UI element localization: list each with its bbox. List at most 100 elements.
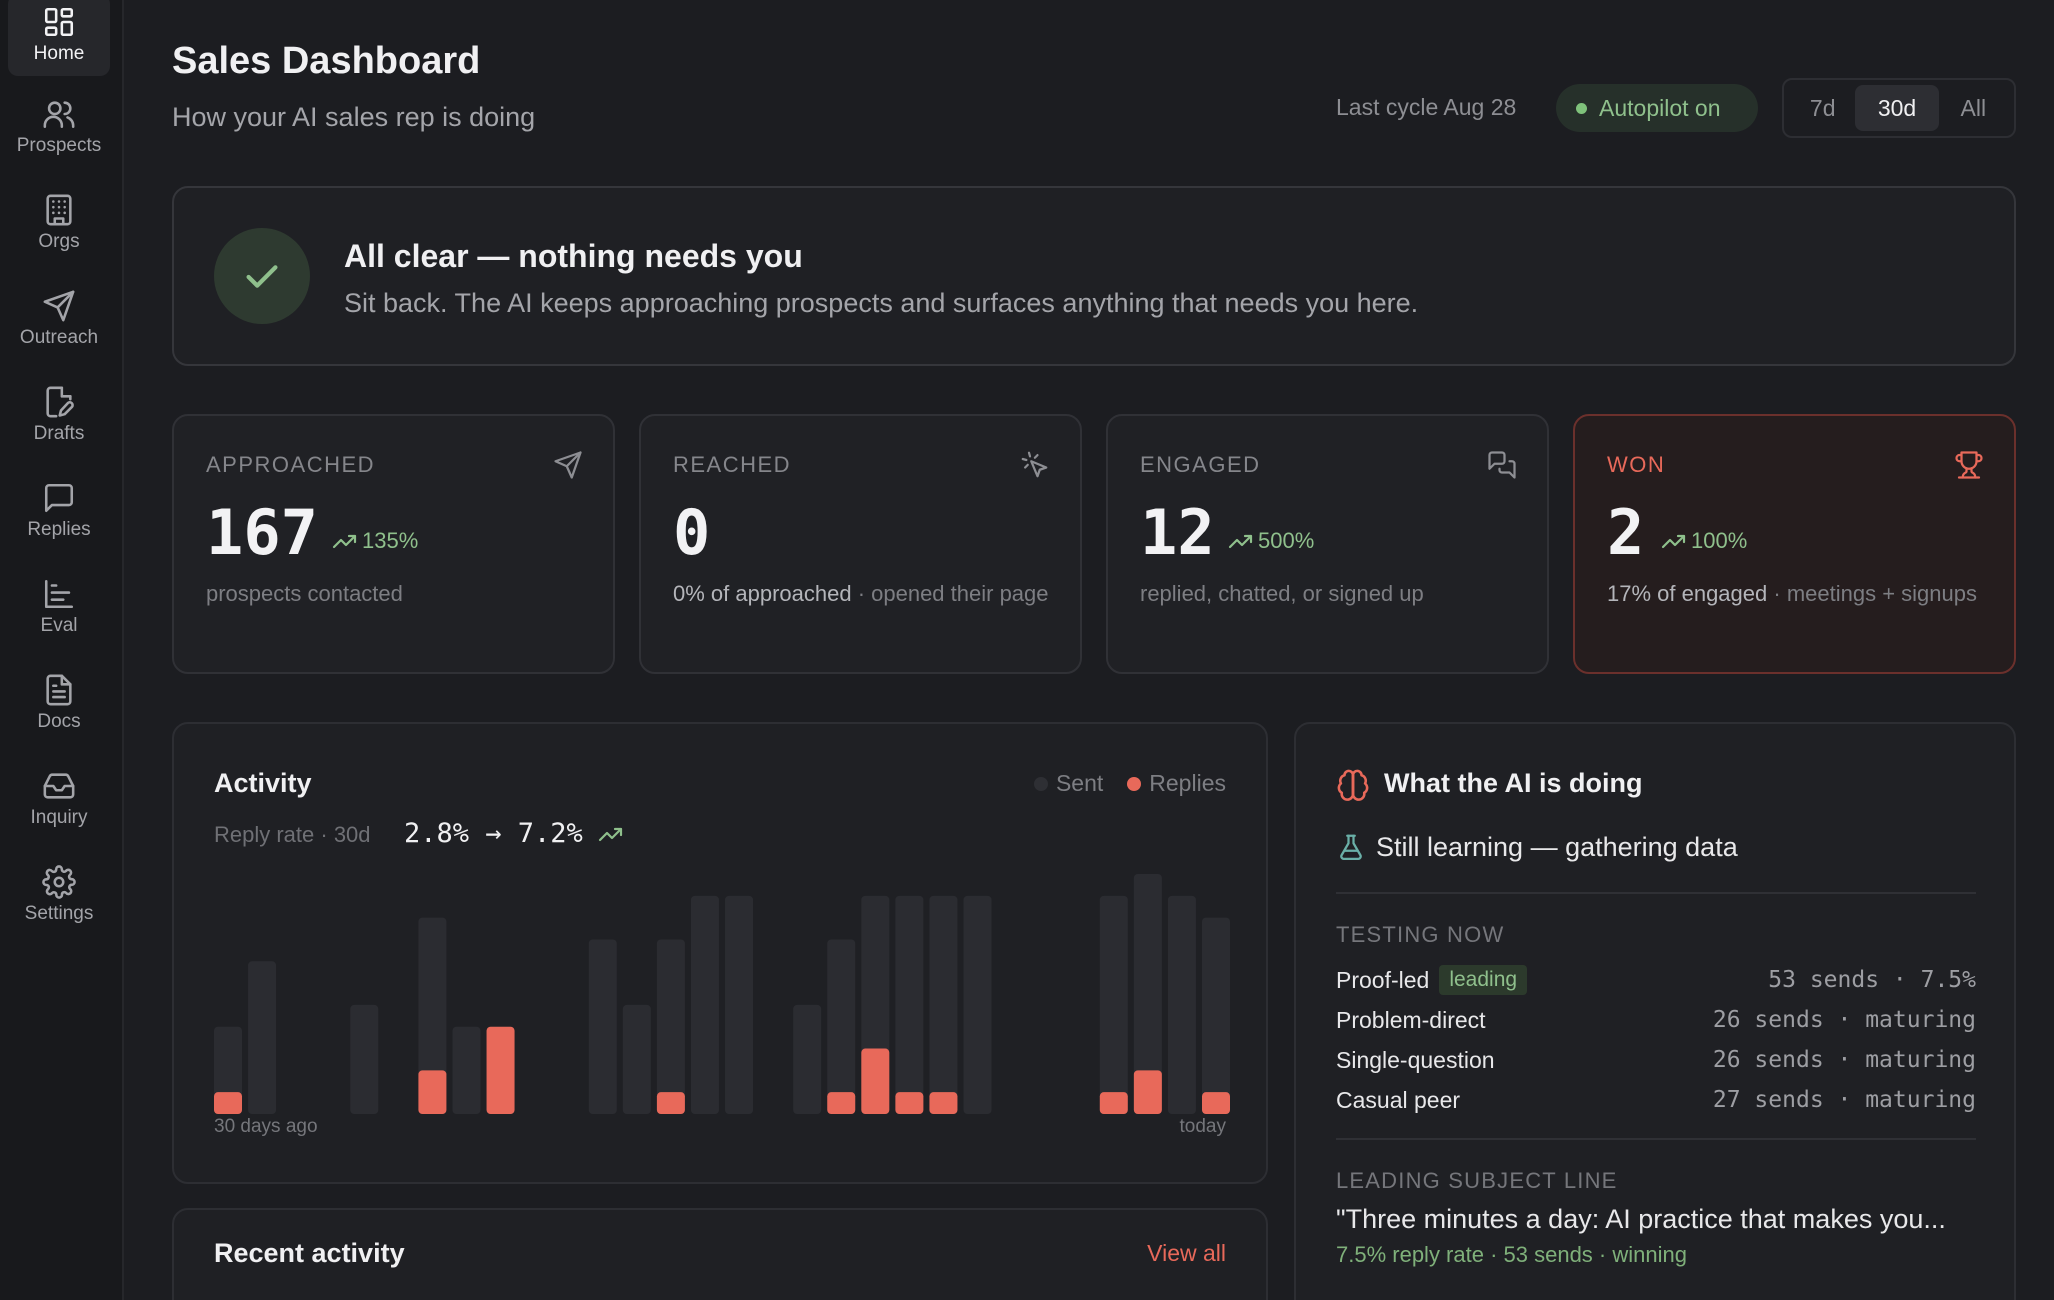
stat-card-approached[interactable]: APPROACHED 167 135% prospects contacted: [172, 414, 615, 674]
range-all-button[interactable]: All: [1960, 94, 1987, 121]
sidebar-item-inquiry[interactable]: Inquiry: [8, 758, 110, 840]
autopilot-label: Autopilot on: [1599, 94, 1721, 121]
stat-trend-value: 500%: [1258, 528, 1315, 553]
reply-rate-label: Reply rate · 30d: [214, 822, 371, 847]
sidebar-item-settings[interactable]: Settings: [8, 854, 110, 936]
sent-bar: [1133, 874, 1162, 1114]
test-row[interactable]: Single-question 26 sends · maturing: [1336, 1042, 1976, 1078]
sidebar-item-label: Orgs: [38, 231, 80, 252]
file-edit-icon: [46, 386, 74, 418]
autopilot-status-badge[interactable]: Autopilot on: [1556, 84, 1758, 132]
stat-card-reached[interactable]: REACHED 0 0% of approached · opened thei…: [639, 414, 1082, 674]
stat-label: WON: [1607, 452, 1666, 477]
activity-chart: [214, 874, 1230, 1114]
sidebar-item-label: Drafts: [33, 423, 85, 444]
test-row[interactable]: Problem-direct 26 sends · maturing: [1336, 1002, 1976, 1038]
stat-desc-text: · meetings + signups: [1767, 581, 1977, 606]
stat-desc-text: prospects contacted: [206, 581, 403, 606]
test-name: Proof-led leading: [1336, 965, 1528, 995]
leading-badge: leading: [1439, 965, 1528, 995]
test-name-label: Casual peer: [1336, 1086, 1461, 1113]
sidebar-item-label: Replies: [27, 519, 91, 540]
sidebar-item-drafts[interactable]: Drafts: [8, 374, 110, 456]
message-icon: [44, 483, 74, 513]
stat-trend: 100%: [1661, 528, 1747, 554]
sent-bar: [1167, 895, 1196, 1114]
test-name-label: Problem-direct: [1336, 1006, 1486, 1033]
legend-replies-swatch: [1127, 776, 1142, 791]
sidebar-item-replies[interactable]: Replies: [8, 470, 110, 552]
divider: [1336, 892, 1976, 894]
replies-bar: [418, 1070, 447, 1114]
test-stat: 53 sends · 7.5%: [1768, 967, 1976, 993]
sent-bar: [1202, 917, 1230, 1114]
legend-replies-label: Replies: [1149, 770, 1226, 796]
stat-card-won[interactable]: WON 2 100% 17% of engaged · meetings + s…: [1573, 414, 2016, 674]
replies-bar: [656, 1092, 685, 1114]
stat-label: ENGAGED: [1140, 452, 1261, 477]
replies-bar: [861, 1048, 890, 1114]
chart-legend: Sent Replies: [1033, 770, 1226, 797]
activity-panel: Activity Sent Replies Reply rate · 30d 2…: [172, 722, 1268, 1184]
sidebar-item-docs[interactable]: Docs: [8, 662, 110, 744]
stat-label: APPROACHED: [206, 452, 376, 477]
test-stat: 26 sends · maturing: [1712, 1047, 1976, 1073]
sidebar: Home Prospects Orgs Outreach Drafts Repl…: [0, 0, 124, 1300]
replies-bar: [929, 1092, 958, 1114]
stat-description: 17% of engaged · meetings + signups: [1607, 578, 1987, 610]
sent-bar: [725, 895, 754, 1114]
view-all-link[interactable]: View all: [1147, 1240, 1226, 1266]
send-icon: [43, 290, 75, 322]
trophy-icon: [1955, 451, 1983, 479]
sent-bar: [895, 895, 924, 1114]
activity-title: Activity: [214, 768, 312, 798]
sidebar-item-outreach[interactable]: Outreach: [8, 278, 110, 360]
sent-bar: [929, 895, 958, 1114]
sidebar-item-home[interactable]: Home: [8, 0, 110, 76]
sent-bar: [1099, 895, 1128, 1114]
bar-chart-icon: [44, 579, 74, 609]
test-stat: 27 sends · maturing: [1712, 1087, 1976, 1113]
stat-desc-text: · opened their page: [851, 581, 1049, 606]
sent-bar: [452, 1026, 481, 1114]
leading-subject-line: "Three minutes a day: AI practice that m…: [1336, 1204, 1946, 1234]
sidebar-item-prospects[interactable]: Prospects: [8, 86, 110, 168]
trend-up-icon: [332, 534, 357, 549]
trend-up-icon: [1661, 534, 1686, 549]
banner-title: All clear — nothing needs you: [344, 238, 803, 274]
building-icon: [46, 194, 72, 226]
users-icon: [43, 101, 75, 129]
last-cycle-text: Last cycle Aug 28: [1336, 94, 1517, 120]
test-row[interactable]: Casual peer 27 sends · maturing: [1336, 1082, 1976, 1118]
sidebar-item-label: Outreach: [19, 327, 99, 348]
range-7d-button[interactable]: 7d: [1809, 94, 1836, 121]
range-30d-button[interactable]: 30d: [1855, 85, 1939, 131]
stat-trend-value: 100%: [1691, 528, 1748, 553]
sent-bar: [248, 961, 277, 1114]
replies-bar: [1202, 1092, 1230, 1114]
sidebar-item-orgs[interactable]: Orgs: [8, 182, 110, 264]
inbox-icon: [43, 773, 75, 799]
sidebar-item-eval[interactable]: Eval: [8, 566, 110, 648]
stat-card-engaged[interactable]: ENGAGED 12 500% replied, chatted, or sig…: [1106, 414, 1549, 674]
replies-bar: [214, 1092, 242, 1114]
divider: [1336, 1138, 1976, 1140]
sidebar-item-label: Prospects: [16, 135, 102, 156]
grid-icon: [44, 7, 74, 37]
reply-rate-change: 2.8% → 7.2%: [404, 818, 583, 849]
test-stat: 26 sends · maturing: [1712, 1007, 1976, 1033]
sent-bar: [622, 1004, 651, 1114]
sent-bar: [588, 939, 617, 1114]
stat-value: 167: [206, 496, 318, 569]
test-row[interactable]: Proof-led leading 53 sends · 7.5%: [1336, 962, 1976, 998]
replies-bar: [895, 1092, 924, 1114]
sent-bar: [656, 939, 685, 1114]
replies-bar: [827, 1092, 856, 1114]
sent-bar: [350, 1004, 379, 1114]
stat-trend-value: 135%: [362, 528, 419, 553]
stat-description: replied, chatted, or signed up: [1140, 578, 1520, 610]
page-title: Sales Dashboard: [172, 40, 481, 82]
status-banner: All clear — nothing needs you Sit back. …: [172, 186, 2016, 366]
trend-up-icon: [598, 827, 622, 841]
axis-end-label: today: [1179, 1116, 1226, 1137]
